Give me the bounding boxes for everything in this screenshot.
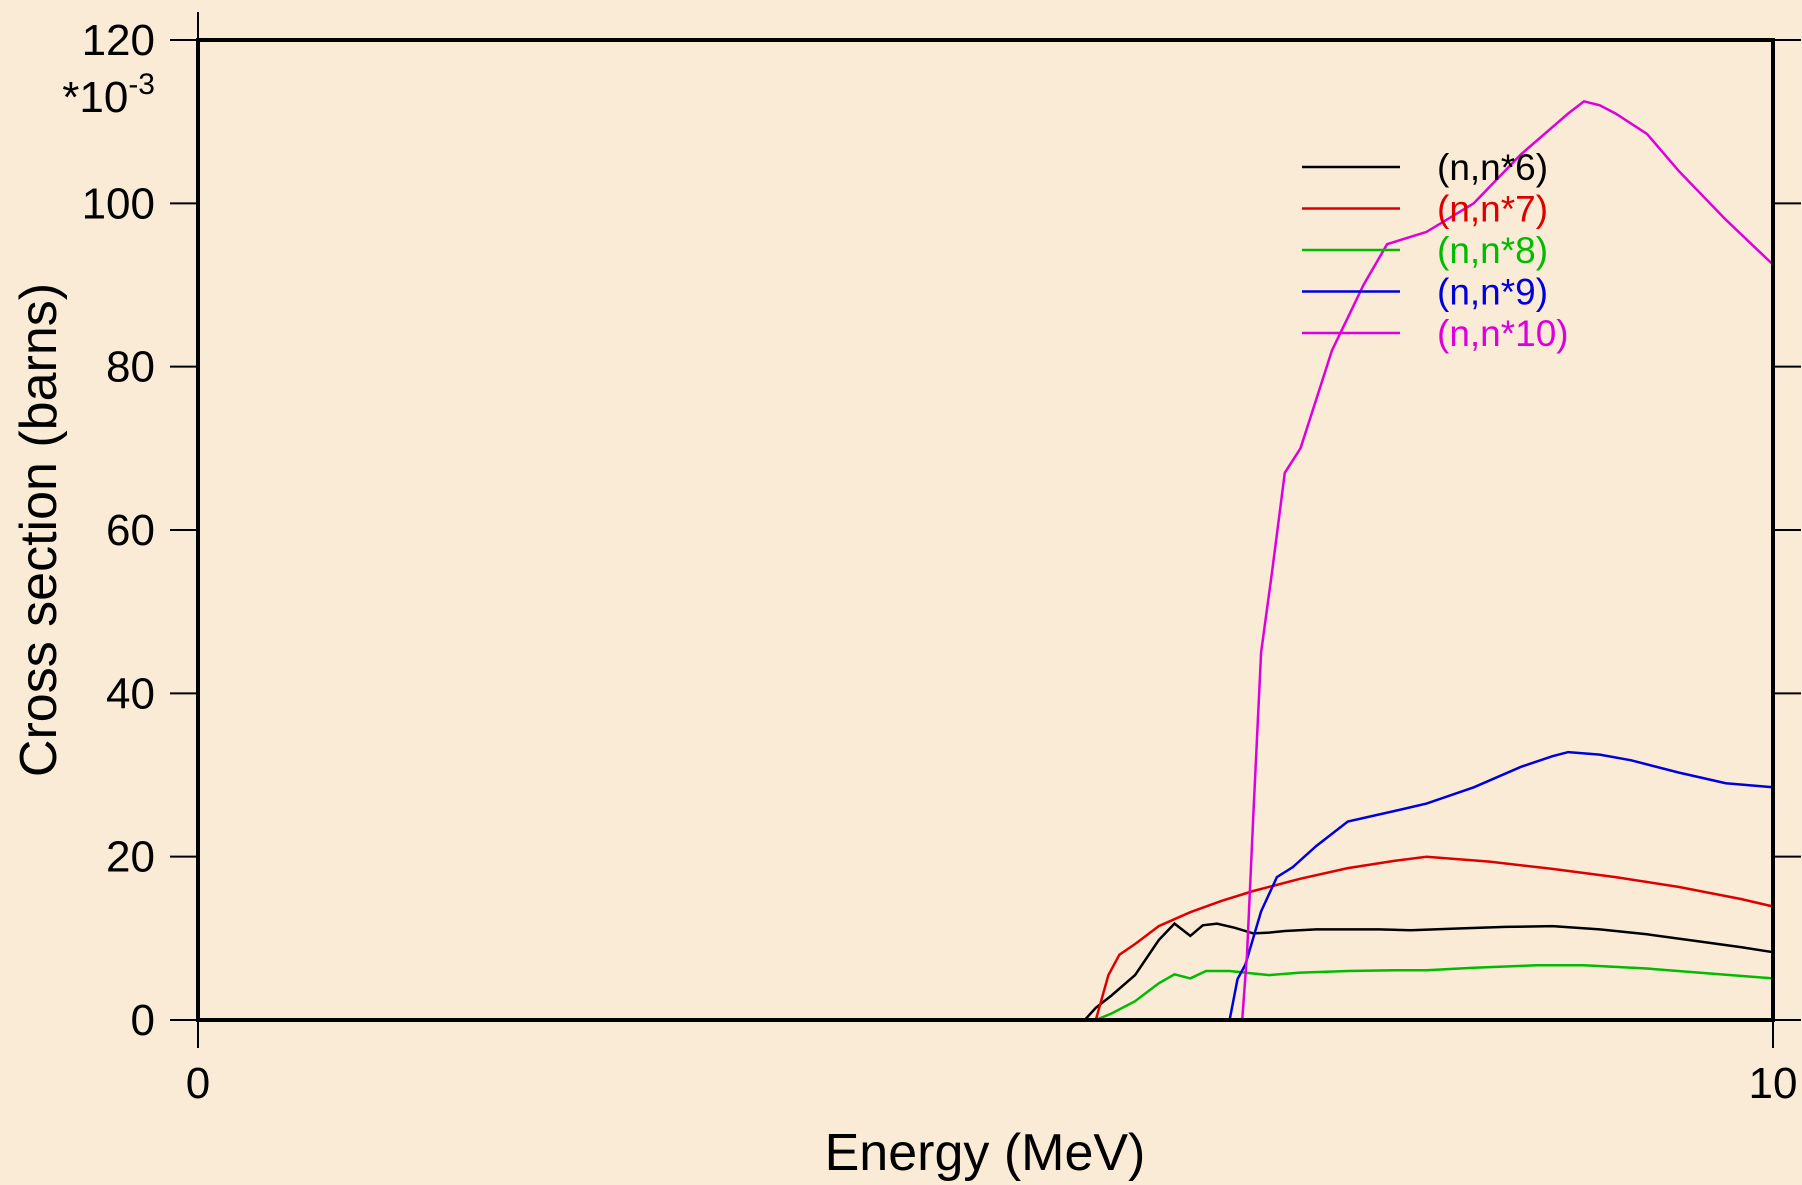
y-tick-label: 80 xyxy=(106,343,155,392)
y-multiplier: *10-3 xyxy=(62,68,155,122)
legend-label: (n,n*8) xyxy=(1437,230,1548,271)
series-line-1 xyxy=(198,921,1774,1022)
legend: (n,n*6)(n,n*7)(n,n*8)(n,n*9)(n,n*10) xyxy=(1302,147,1569,354)
y-tick-label: 60 xyxy=(106,506,155,555)
y-tick-label: 120 xyxy=(82,16,155,65)
legend-label: (n,n*7) xyxy=(1437,189,1548,230)
series-layer xyxy=(198,99,1774,1022)
y-axis-title: Cross section (barns) xyxy=(10,283,68,777)
x-tick-label: 10 xyxy=(1749,1059,1798,1108)
y-multiplier-base: *10 xyxy=(62,73,128,122)
y-tick-label: 40 xyxy=(106,669,155,718)
series-line-4 xyxy=(1228,750,1774,1021)
series-line-5 xyxy=(1240,99,1774,1021)
legend-label: (n,n*10) xyxy=(1437,313,1569,354)
x-tick-label: 0 xyxy=(186,1059,210,1108)
legend-label: (n,n*6) xyxy=(1437,147,1548,188)
y-tick-label: 0 xyxy=(131,996,155,1045)
series-line-3 xyxy=(1095,964,1774,1022)
y-multiplier-exponent: -3 xyxy=(128,68,155,101)
ticks-layer: 0 20 40 60 80 100 120 0 10 xyxy=(82,12,1801,1108)
y-tick-label: 20 xyxy=(106,833,155,882)
legend-label: (n,n*9) xyxy=(1437,272,1548,313)
x-axis-title: Energy (MeV) xyxy=(825,1124,1146,1182)
series-line-2 xyxy=(1094,855,1774,1021)
plot-area xyxy=(198,40,1773,1020)
y-tick-label: 100 xyxy=(82,179,155,228)
